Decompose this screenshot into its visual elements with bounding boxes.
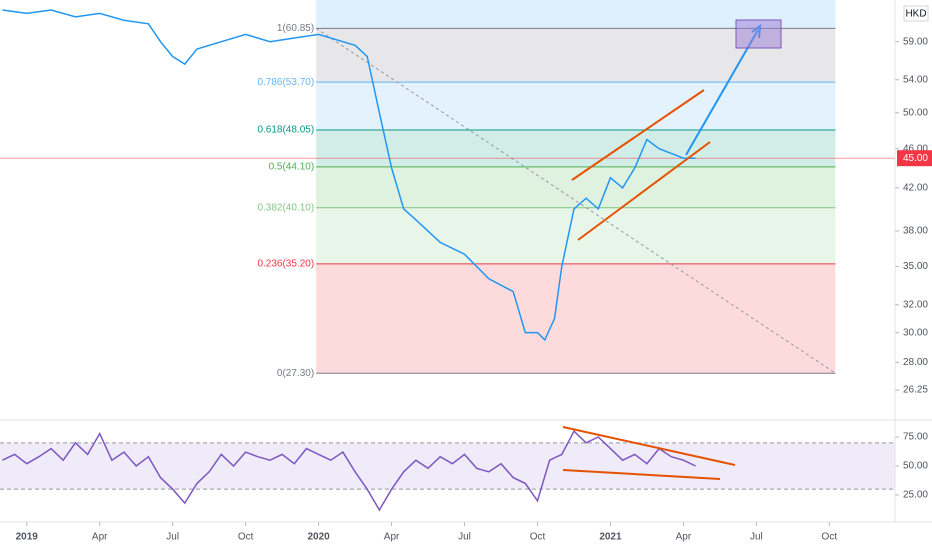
fib-band [316, 263, 836, 374]
y-tick-label: 35.00 [903, 261, 928, 272]
x-tick-label: Oct [822, 532, 838, 543]
drawings [562, 19, 782, 480]
y-tick-label: 32.00 [903, 300, 928, 311]
currency-box [903, 5, 929, 22]
x-tick-label: Apr [384, 532, 400, 543]
y-tick-label: 50.00 [903, 108, 928, 119]
y-tick-label: 38.00 [903, 226, 928, 237]
fib-band [316, 207, 836, 264]
x-tick-label: Oct [530, 532, 546, 543]
x-tick-label: Apr [92, 532, 108, 543]
fib-band [316, 129, 836, 167]
x-tick-label: Jul [750, 532, 763, 543]
x-tick-label: Jul [458, 532, 471, 543]
fib-trend [315, 27, 836, 374]
target-box [735, 19, 782, 49]
channel-bottom [577, 141, 711, 241]
fib-label: 0.382(40.10) [257, 202, 314, 213]
fib-label: 0.618(48.05) [257, 125, 314, 136]
fib-band [316, 82, 836, 130]
last-price-label: 45.00 [903, 153, 928, 164]
rsi-band [0, 442, 895, 490]
rsi-tick-label: 50.00 [903, 461, 928, 472]
channel-top [571, 89, 705, 181]
x-tick-label: 2019 [16, 532, 39, 543]
arrow [685, 29, 759, 156]
price-line [2, 9, 696, 342]
fib-band [316, 166, 836, 208]
x-tick-label: Oct [238, 532, 254, 543]
y-tick-label: 30.00 [903, 327, 928, 338]
fib-label: 0.236(35.20) [257, 259, 314, 270]
rsi-line-bottom [562, 469, 721, 480]
fib-label: 0.5(44.10) [269, 162, 315, 173]
last-price-tag [897, 150, 932, 167]
x-tick-label: 2021 [599, 532, 622, 543]
y-tick-label: 28.00 [903, 357, 928, 368]
currency: HKD [905, 9, 926, 20]
rsi-tick-label: 25.00 [903, 490, 928, 501]
y-tick-label: 46.00 [903, 143, 928, 154]
fib-label: 1(60.85) [277, 23, 314, 34]
x-tick-label: Jul [166, 532, 179, 543]
rsi-line [2, 429, 696, 512]
y-tick-label: 26.25 [903, 385, 928, 396]
y-tick-label: 42.00 [903, 183, 928, 194]
fib-label: 0.786(53.70) [257, 77, 314, 88]
x-tick-label: 2020 [307, 532, 330, 543]
fib-label: 0(27.30) [277, 368, 314, 379]
y-tick-label: 59.00 [903, 36, 928, 47]
x-tick-label: Apr [676, 532, 692, 543]
rsi-line-top [562, 426, 736, 466]
rsi-tick-label: 75.00 [903, 432, 928, 443]
y-tick-label: 54.00 [903, 74, 928, 85]
